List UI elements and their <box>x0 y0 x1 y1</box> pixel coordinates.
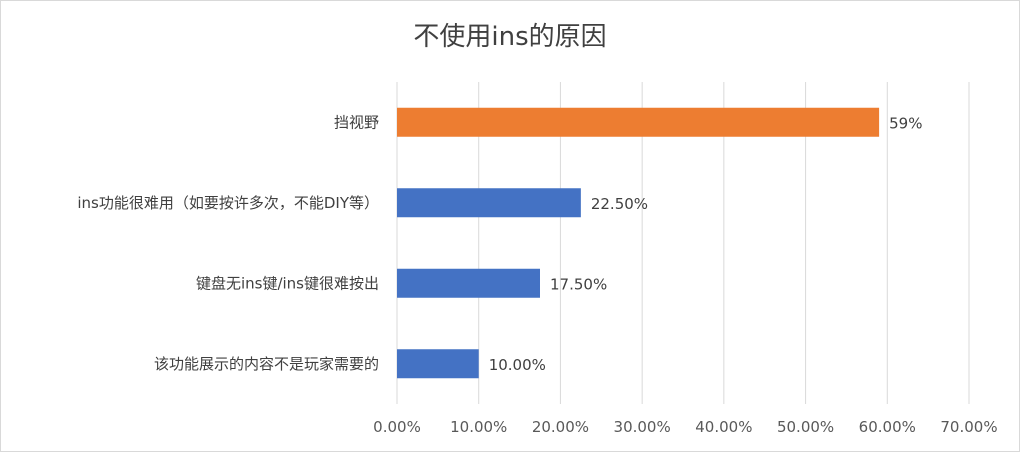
category-label: 该功能展示的内容不是玩家需要的 <box>154 355 379 373</box>
x-tick-label: 0.00% <box>373 418 421 436</box>
x-tick-label: 70.00% <box>940 418 997 436</box>
bar-3 <box>397 349 479 379</box>
x-tick-label: 40.00% <box>695 418 752 436</box>
data-label: 10.00% <box>489 356 546 374</box>
data-label: 59% <box>889 114 922 132</box>
bar-2 <box>397 268 540 298</box>
data-label: 22.50% <box>591 195 648 213</box>
x-tick-label: 60.00% <box>859 418 916 436</box>
category-label: 键盘无ins键/ins键很难按出 <box>196 274 379 292</box>
category-label: ins功能很难用（如要按许多次，不能DIY等） <box>77 194 379 212</box>
x-tick-label: 10.00% <box>450 418 507 436</box>
x-tick-label: 30.00% <box>614 418 671 436</box>
data-label: 17.50% <box>550 275 607 293</box>
bar-0 <box>397 107 880 137</box>
chart-title: 不使用ins的原因 <box>413 22 607 52</box>
x-tick-label: 50.00% <box>777 418 834 436</box>
x-tick-label: 20.00% <box>532 418 589 436</box>
category-label: 挡视野 <box>334 113 379 131</box>
bar-1 <box>397 188 581 218</box>
